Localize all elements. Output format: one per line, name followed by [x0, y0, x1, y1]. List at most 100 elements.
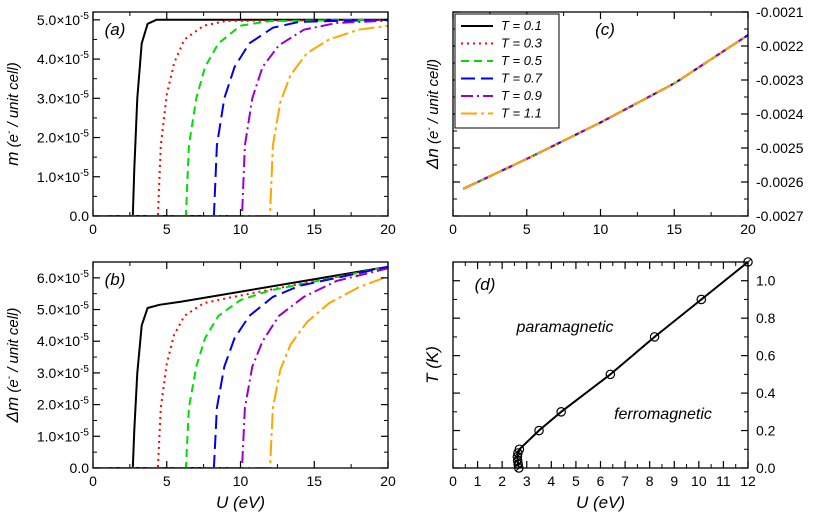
y-tick-label: 2.0×10-5 — [37, 129, 90, 146]
series-line-a-0 — [93, 18, 388, 216]
series-line-a-1 — [93, 18, 388, 216]
y-tick-label: 5.0×10-5 — [37, 11, 90, 28]
x-tick-label: 5 — [163, 221, 171, 237]
data-point-marker — [649, 332, 660, 342]
panel-label: (b) — [105, 270, 126, 289]
data-point-marker-cross — [697, 296, 705, 303]
y-axis-label: T (K) — [423, 346, 442, 384]
plot-area — [93, 18, 388, 216]
y-tick-label: -0.0025 — [756, 140, 804, 156]
data-point-marker — [534, 425, 544, 436]
x-tick-label: 0 — [89, 221, 97, 237]
y-tick-label: -0.0024 — [756, 106, 804, 122]
phase-label-ferromagnetic: ferromagnetic — [614, 406, 712, 423]
series-line-d-0 — [516, 262, 748, 468]
y-tick-exponent: -5 — [80, 332, 89, 343]
series-line-b-0 — [93, 265, 388, 468]
y-axis-label-unit-rest: / unit cell) — [5, 62, 22, 130]
x-tick-label: 20 — [740, 221, 756, 237]
y-tick-exponent: -5 — [80, 129, 89, 140]
x-tick-label: 10 — [233, 473, 249, 489]
plot-area — [516, 262, 748, 468]
panel-label: (a) — [105, 20, 126, 39]
y-tick-label: 0.6 — [756, 348, 776, 364]
data-point-marker-cross — [651, 333, 658, 341]
x-tick-label: 10 — [593, 221, 609, 237]
y-axis-label-unit: (e — [5, 379, 22, 392]
y-axis-label: Δm (e- / unit cell) — [3, 308, 22, 424]
x-axis-label: U (eV) — [576, 493, 625, 512]
x-tick-label: 8 — [646, 473, 654, 489]
y-tick-mantissa: 6.0×10 — [37, 270, 80, 286]
y-tick-mantissa: 3.0×10 — [37, 365, 80, 381]
y-tick-mantissa: 2.0×10 — [37, 397, 80, 413]
y-axis-label: Δn (e- / unit cell) — [423, 59, 442, 170]
x-tick-label: 5 — [572, 473, 580, 489]
x-tick-label: 9 — [670, 473, 678, 489]
panel-a: 0 5 10 15 200.01.0×10-52.0×10-53.0×10-54.0×1… — [3, 11, 396, 237]
y-axis-label-main: Δm — [3, 397, 22, 424]
y-tick-exponent: -5 — [80, 89, 89, 100]
y-tick-mantissa: 4.0×10 — [37, 333, 80, 349]
x-axis-label: U (eV) — [216, 493, 265, 512]
data-point-marker-cross — [606, 371, 614, 378]
x-tick-label: 0 — [449, 473, 457, 489]
data-point-marker-cross — [557, 408, 565, 416]
legend-entry: T = 1.1 — [501, 106, 542, 121]
y-tick-mantissa: 0.0 — [70, 460, 90, 476]
y-tick-label: 0.8 — [756, 310, 776, 326]
x-tick-label: 15 — [306, 221, 322, 237]
x-tick-label: 5 — [163, 473, 171, 489]
y-tick-mantissa: 1.0×10 — [37, 169, 80, 185]
y-tick-exponent: -5 — [80, 168, 89, 179]
y-tick-exponent: -5 — [80, 301, 89, 312]
data-point-marker — [605, 369, 616, 380]
y-axis-label-main: Δn — [423, 148, 442, 170]
x-tick-label: 20 — [380, 221, 396, 237]
y-tick-label: 6.0×10-5 — [37, 269, 90, 286]
y-tick-exponent: -5 — [80, 50, 89, 61]
y-tick-mantissa: 4.0×10 — [37, 51, 80, 67]
y-tick-label: 3.0×10-5 — [37, 89, 90, 106]
x-tick-label: 10 — [233, 221, 249, 237]
y-tick-label: -0.0027 — [756, 208, 804, 224]
phase-label-paramagnetic: paramagnetic — [516, 319, 614, 336]
series-line-a-4 — [93, 19, 388, 216]
y-tick-label: 0.0 — [70, 208, 90, 224]
plot-frame — [452, 261, 749, 469]
series-line-a-2 — [93, 18, 388, 216]
y-axis-label-unit-rest: / unit cell) — [425, 59, 442, 127]
series-line-b-2 — [93, 265, 388, 468]
y-tick-label: 1.0×10-5 — [37, 427, 90, 444]
y-tick-label: 3.0×10-5 — [37, 364, 90, 381]
legend-box — [454, 13, 560, 129]
x-tick-label: 6 — [597, 473, 605, 489]
data-point-marker-cross — [535, 427, 543, 434]
y-tick-exponent: -5 — [80, 11, 89, 22]
legend-entry: T = 0.3 — [501, 36, 543, 51]
x-tick-label: 15 — [306, 473, 322, 489]
panel-c: 0 5 10 15 20-0.0027 -0.0026 -0.0025 -0.0024 -0.0… — [423, 4, 804, 237]
y-tick-mantissa: 5.0×10 — [37, 302, 80, 318]
x-tick-label: 5 — [523, 221, 531, 237]
y-axis-label-unit: (e — [425, 131, 442, 144]
data-point-marker-cross — [516, 445, 523, 453]
legend-entry: T = 0.7 — [501, 71, 543, 86]
panel-label: (c) — [595, 20, 615, 39]
legend-entry: T = 0.9 — [501, 88, 542, 103]
data-point-marker — [514, 444, 525, 455]
x-tick-label: 7 — [621, 473, 629, 489]
x-tick-label: 0 — [449, 221, 457, 237]
x-tick-label: 2 — [498, 473, 506, 489]
y-axis-label-sup: - — [4, 375, 15, 379]
y-axis-label-sup: - — [4, 130, 15, 134]
y-tick-label: 0.2 — [756, 423, 776, 439]
y-tick-label: 0.0 — [756, 460, 776, 476]
y-tick-label: -0.0022 — [756, 38, 804, 54]
series-line-a-3 — [93, 18, 388, 216]
y-tick-label: 5.0×10-5 — [37, 301, 90, 318]
y-tick-label: 1.0 — [756, 273, 776, 289]
y-tick-mantissa: 3.0×10 — [37, 90, 80, 106]
y-axis-label: m (e- / unit cell) — [3, 62, 22, 165]
